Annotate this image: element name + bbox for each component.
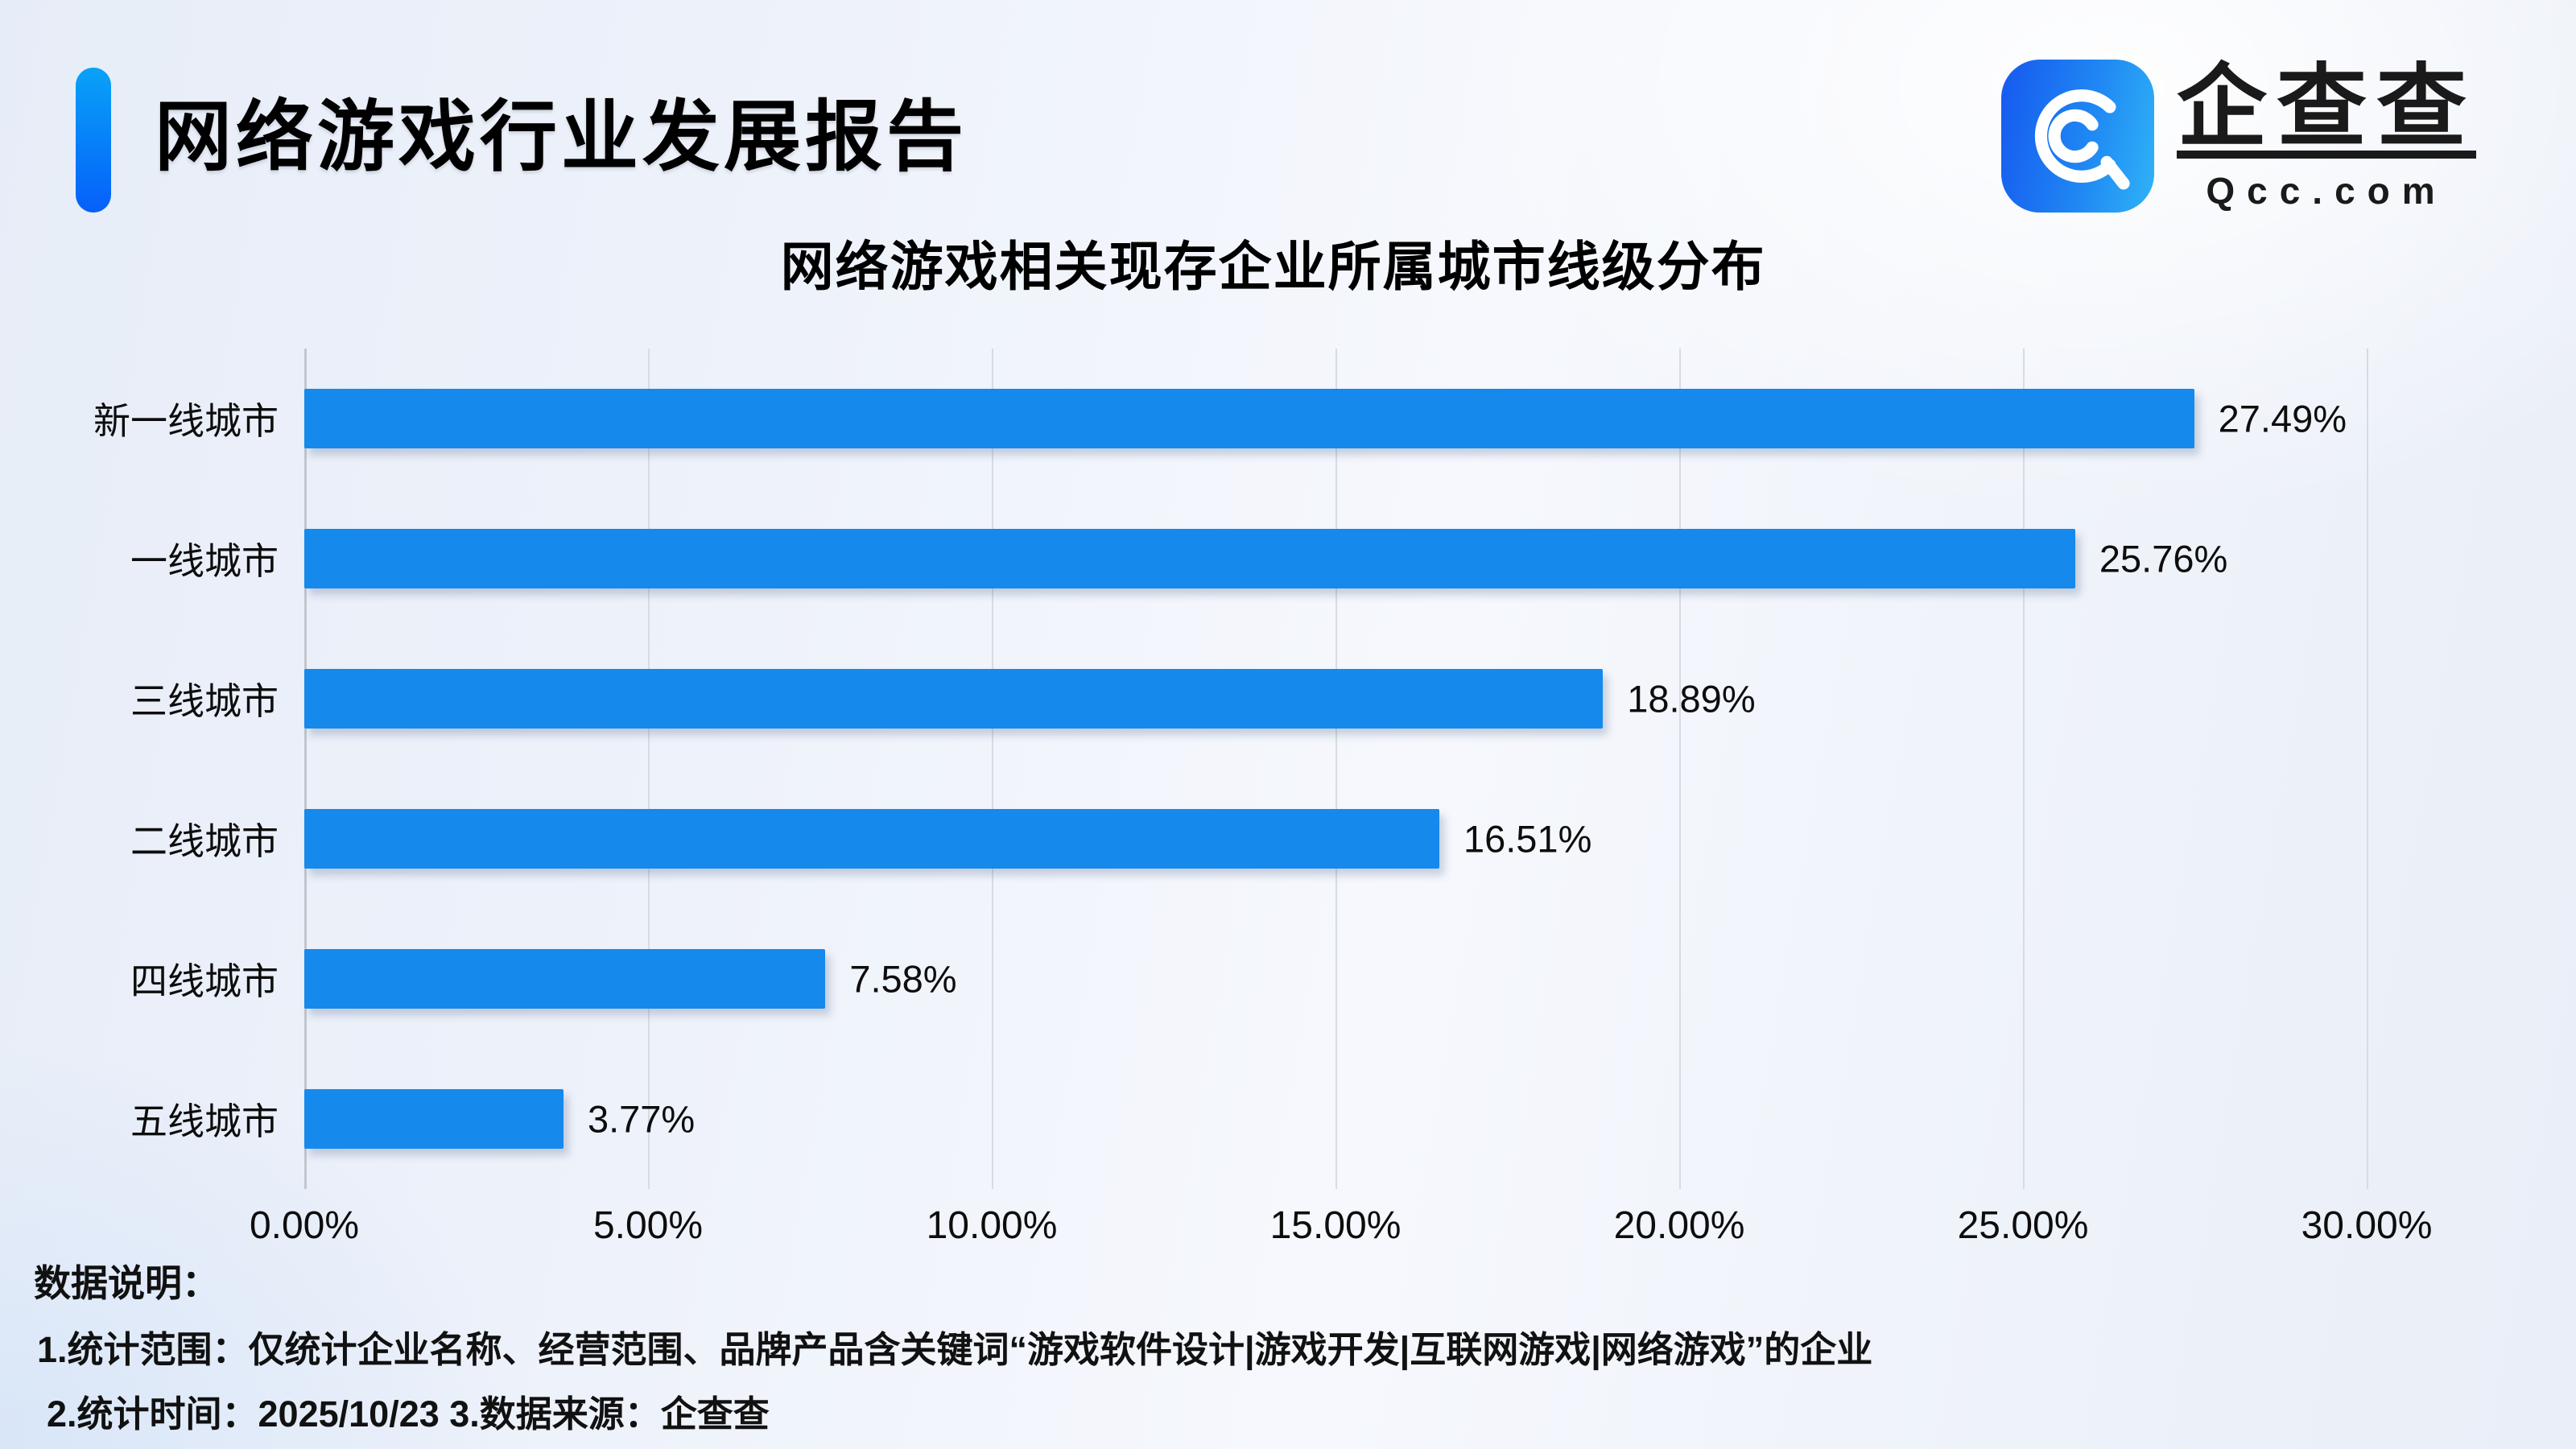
brand-name: 企查查: [2177, 56, 2476, 157]
bar-row: 五线城市 3.77%: [130, 1049, 2367, 1189]
value-label: 27.49%: [2218, 397, 2347, 440]
magnifier-q-icon: [2034, 89, 2130, 190]
x-tick-label: 25.00%: [1957, 1204, 2089, 1247]
report-title: 网络游戏行业发展报告: [155, 94, 968, 180]
gridline: [1335, 349, 1337, 1189]
category-label: 五线城市: [130, 1100, 279, 1142]
bar-row: 二线城市 16.51%: [130, 769, 2367, 909]
bar-row: 一线城市 25.76%: [130, 489, 2367, 629]
bar-row: 四线城市 7.58%: [130, 909, 2367, 1049]
bar: [304, 389, 2194, 448]
x-tick-label: 30.00%: [2301, 1204, 2433, 1247]
category-label: 二线城市: [130, 820, 279, 862]
footer-note-time-source: 2.统计时间：2025/10/23 3.数据来源：企查查: [47, 1393, 770, 1435]
x-tick-label: 20.00%: [1613, 1204, 1745, 1247]
footer-heading: 数据说明：: [34, 1262, 219, 1304]
value-label: 16.51%: [1463, 817, 1592, 861]
gridline: [2367, 349, 2368, 1189]
value-label: 7.58%: [849, 957, 957, 1001]
qcc-logo: 企查查 Qcc.com: [2001, 60, 2476, 213]
value-label: 25.76%: [2099, 537, 2228, 580]
plot-area: 新一线城市 27.49% 一线城市 25.76% 三线城市 18.89% 二线城市 16.51…: [93, 349, 2368, 1189]
category-label: 新一线城市: [93, 400, 279, 442]
gridline: [1679, 349, 1681, 1189]
category-label: 一线城市: [130, 540, 279, 582]
x-tick-label: 10.00%: [926, 1204, 1058, 1247]
title-accent-bar: [76, 68, 111, 213]
bar-row: 新一线城市 27.49%: [93, 349, 2367, 489]
gridline: [2023, 349, 2025, 1189]
gridline: [648, 349, 650, 1189]
bar: [304, 529, 2075, 588]
x-tick-label: 5.00%: [592, 1204, 704, 1247]
bar-row: 三线城市 18.89%: [130, 629, 2367, 769]
qcc-logo-icon: [2001, 60, 2154, 213]
y-axis-line: [304, 349, 307, 1189]
value-label: 18.89%: [1627, 677, 1756, 720]
report-header: 网络游戏行业发展报告 企查查 Qcc.com: [0, 0, 2576, 242]
gridline: [992, 349, 993, 1189]
category-label: 四线城市: [130, 960, 279, 1002]
bar: [304, 1089, 564, 1149]
qcc-logo-text: 企查查 Qcc.com: [2177, 60, 2476, 213]
chart-title: 网络游戏相关现存企业所属城市线级分布: [780, 237, 1766, 296]
bar: [304, 809, 1439, 869]
bar: [304, 949, 826, 1009]
category-label: 三线城市: [130, 680, 279, 722]
x-tick-label: 0.00%: [249, 1204, 360, 1247]
x-axis: 0.00% 5.00% 10.00% 15.00% 20.00% 25.00% 30.00%: [250, 1203, 2432, 1255]
footer-note-scope: 1.统计范围：仅统计企业名称、经营范围、品牌产品含关键词“游戏软件设计|游戏开发…: [37, 1329, 1873, 1370]
value-label: 3.77%: [587, 1097, 696, 1141]
brand-domain: Qcc.com: [2206, 169, 2447, 212]
x-tick-label: 15.00%: [1269, 1204, 1402, 1247]
bar: [304, 669, 1604, 729]
